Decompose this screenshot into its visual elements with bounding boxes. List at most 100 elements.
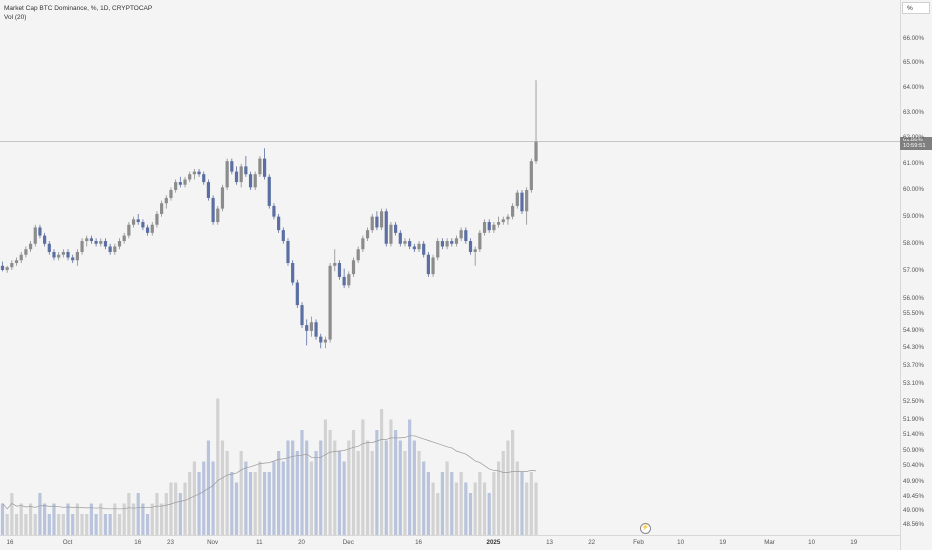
volume-bar <box>281 461 285 535</box>
candle-body <box>80 241 84 252</box>
volume-bar <box>370 451 374 535</box>
time-axis[interactable] <box>0 535 900 550</box>
candle-body <box>440 241 445 247</box>
candle-body <box>5 267 9 270</box>
volume-bar <box>61 514 65 535</box>
candlestick-chart[interactable] <box>0 0 900 535</box>
candle-body <box>314 322 318 337</box>
volume-bar <box>492 472 496 535</box>
candle-body <box>398 232 402 244</box>
volume-bar <box>85 514 89 535</box>
candle-body <box>511 205 515 217</box>
candle-body <box>94 241 98 244</box>
volume-bar <box>337 451 342 535</box>
candle-body <box>515 192 519 206</box>
price-axis-tick: 49.00% <box>903 507 924 515</box>
volume-bar <box>375 430 379 535</box>
price-axis-tick: 48.56% <box>903 521 924 529</box>
candle-body <box>356 249 360 261</box>
volume-bar <box>412 440 416 535</box>
candle-body <box>188 174 192 180</box>
volume-bar <box>277 451 281 535</box>
time-axis-tick: 16 <box>415 539 422 546</box>
volume-bar <box>57 514 61 535</box>
time-axis-tick: 16 <box>6 539 14 546</box>
candle-body <box>108 246 112 252</box>
volume-bar <box>314 451 318 535</box>
price-axis-tick: 53.10% <box>903 379 924 387</box>
candle-body <box>394 224 398 233</box>
candle-body <box>305 325 309 331</box>
volume-bar <box>426 472 430 535</box>
volume-bar <box>127 493 131 535</box>
volume-bar <box>131 503 136 535</box>
volume-bar <box>272 461 276 535</box>
candle-body <box>436 241 440 258</box>
volume-bar <box>459 472 463 535</box>
candle-body <box>206 182 211 198</box>
volume-bar <box>160 503 164 535</box>
candle-body <box>379 211 384 228</box>
candle-body <box>160 203 164 214</box>
volume-bar <box>487 493 491 535</box>
price-axis[interactable] <box>900 0 932 550</box>
volume-bar <box>258 461 262 535</box>
volume-bar <box>141 503 145 535</box>
volume-bar <box>169 482 173 535</box>
time-axis-tick: 20 <box>298 539 305 546</box>
chart-area[interactable] <box>0 0 900 535</box>
scale-unit-button[interactable]: % <box>902 2 930 14</box>
candle-body <box>145 227 150 233</box>
price-axis-tick: 61.00% <box>903 159 924 167</box>
volume-bar <box>478 472 482 535</box>
candle-body <box>10 263 14 268</box>
candle-body <box>347 274 351 286</box>
candle-body <box>323 339 328 343</box>
volume-bar <box>398 440 402 535</box>
candle-body <box>253 174 257 188</box>
candle-body <box>127 224 131 236</box>
time-axis-tick: 11 <box>256 539 263 546</box>
volume-bar <box>440 472 445 535</box>
volume-bar <box>436 493 440 535</box>
volume-bar <box>202 461 206 535</box>
candle-body <box>365 230 370 239</box>
volume-bar <box>155 493 159 535</box>
candle-body <box>267 176 271 206</box>
candle-body <box>14 260 19 264</box>
volume-bar <box>24 514 28 535</box>
price-axis-tick: 66.00% <box>903 34 924 42</box>
candle-body <box>459 230 463 239</box>
volume-bar <box>319 440 323 535</box>
price-axis-tick: 49.90% <box>903 478 924 486</box>
candle-body <box>487 222 491 231</box>
volume-bar <box>28 503 33 535</box>
candle-body <box>417 243 421 250</box>
candle-body <box>351 260 356 275</box>
price-axis-tick: 60.00% <box>903 186 924 193</box>
candle-body <box>454 238 459 244</box>
candle-body <box>295 282 299 306</box>
candle-body <box>248 174 253 188</box>
candle-body <box>520 192 524 212</box>
price-axis-tick: 50.40% <box>903 462 924 470</box>
candle-body <box>99 241 103 244</box>
volume-bar <box>422 461 426 535</box>
price-axis-tick: 58.00% <box>903 239 924 247</box>
price-axis-tick: 59.00% <box>903 212 924 220</box>
lightning-icon[interactable]: ⚡ <box>640 523 651 534</box>
candle-body <box>183 179 187 185</box>
volume-bar <box>225 451 229 535</box>
candle-body <box>258 158 262 175</box>
price-axis-tick: 52.50% <box>903 397 924 405</box>
volume-bar <box>174 482 178 535</box>
candle-body <box>468 241 473 252</box>
volume-bar <box>379 409 384 535</box>
time-axis-tick: 13 <box>546 539 553 546</box>
candle-body <box>122 235 126 242</box>
candle-body <box>169 190 173 198</box>
candle-body <box>141 222 145 228</box>
candle-body <box>309 322 313 331</box>
legend-title: Market Cap BTC Dominance, %, 1D, CRYPTOC… <box>4 5 153 12</box>
volume-bar <box>262 472 267 535</box>
